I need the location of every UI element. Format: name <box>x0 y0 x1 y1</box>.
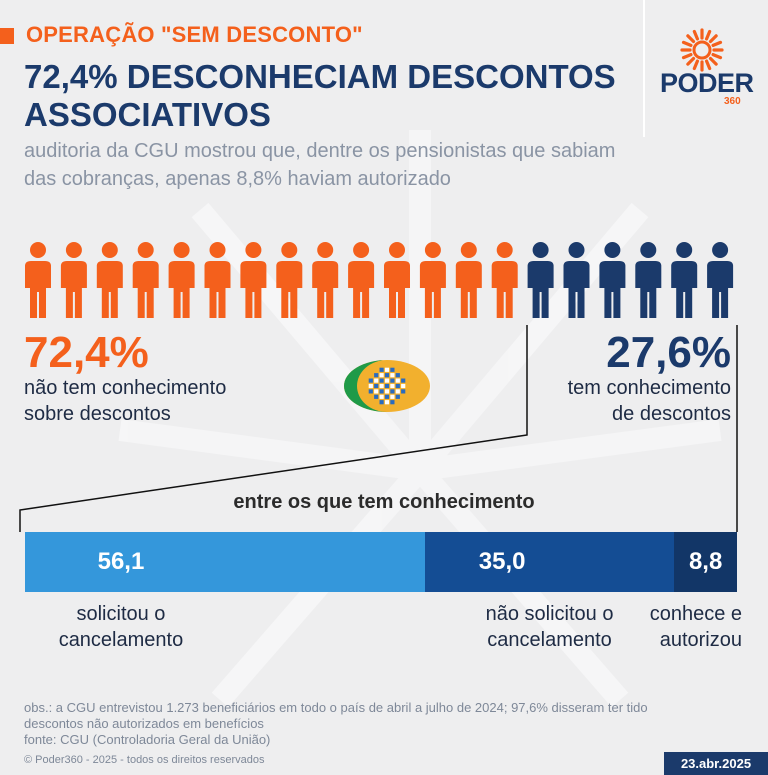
person-icon <box>384 242 410 318</box>
logo-number: 360 <box>724 96 741 107</box>
bar-category-label-line: solicitou o <box>76 603 166 625</box>
unaware-line-1: não tem conhecimento <box>24 377 227 399</box>
aware-percentage: 27,6% <box>606 328 731 377</box>
person-icon <box>132 242 159 318</box>
person-icon <box>276 242 303 318</box>
bar-category-label-line: cancelamento <box>58 629 184 651</box>
unaware-line-2: sobre descontos <box>24 403 171 425</box>
source-line: fonte: CGU (Controladoria Geral da União… <box>24 732 271 747</box>
person-icon <box>599 242 626 318</box>
bar-value-label: 35,0 <box>478 548 526 575</box>
bar-segment <box>674 532 737 592</box>
people-pictogram <box>25 242 734 318</box>
person-icon <box>635 242 662 318</box>
unaware-description: não tem conhecimento sobre descontos <box>24 375 226 427</box>
tagline-marker <box>0 28 14 44</box>
bar-category-label-line: autorizou <box>659 629 742 651</box>
tagline: OPERAÇÃO "SEM DESCONTO" <box>26 22 363 47</box>
logo-wordmark: PODER <box>660 68 754 98</box>
footer-notes: obs.: a CGU entrevistou 1.273 beneficiár… <box>24 700 724 748</box>
person-icon <box>563 242 590 318</box>
bar-category-label-line: não solicitou o <box>485 603 614 625</box>
person-icon <box>60 242 87 318</box>
person-icon <box>204 242 231 318</box>
unaware-percentage: 72,4% <box>24 328 149 377</box>
bar-category-label: não solicitou o cancelamento <box>455 601 645 653</box>
person-icon <box>240 242 267 318</box>
bar-category-label-line: conhece e <box>649 603 742 625</box>
subheadline: auditoria da CGU mostrou que, dentre os … <box>24 140 616 190</box>
bar-category-label-line: cancelamento <box>487 629 612 651</box>
inss-logo <box>344 360 430 412</box>
sun-icon <box>680 28 724 72</box>
person-icon <box>25 242 51 318</box>
copyright: © Poder360 - 2025 - todos os direitos re… <box>24 754 265 766</box>
bar-segment <box>25 532 425 592</box>
person-icon <box>96 242 123 318</box>
aware-description: tem conhecimento de descontos <box>501 375 731 427</box>
person-icon <box>168 242 195 318</box>
aware-line-1: tem conhecimento <box>567 377 731 399</box>
obs-line-2: descontos não autorizados em benefícios <box>24 716 264 731</box>
person-icon <box>348 242 375 318</box>
person-icon <box>707 242 734 318</box>
aware-line-2: de descontos <box>612 403 731 425</box>
person-icon <box>419 242 446 318</box>
bar-value-label: 56,1 <box>97 548 145 575</box>
obs-line-1: obs.: a CGU entrevistou 1.273 beneficiár… <box>24 700 648 715</box>
person-icon <box>671 242 698 318</box>
person-icon <box>527 242 554 318</box>
bar-value-label: 8,8 <box>688 548 723 575</box>
bar-chart-title: entre os que tem conhecimento <box>233 491 535 513</box>
header-divider <box>643 0 645 137</box>
bar-segment <box>424 532 675 592</box>
date-badge: 23.abr.2025 <box>664 752 768 775</box>
person-icon <box>491 242 518 318</box>
poder360-logo: PODER 360 <box>660 28 754 110</box>
person-icon <box>455 242 482 318</box>
stacked-bar: 56,1 35,0 8,8 <box>25 532 737 592</box>
person-icon <box>312 242 339 318</box>
bar-category-label: conhece e autorizou <box>552 601 742 653</box>
headline: 72,4% DESCONHECIAM DESCONTOS ASSOCIATIVO… <box>24 58 616 133</box>
bar-category-label: solicitou o cancelamento <box>26 601 216 653</box>
